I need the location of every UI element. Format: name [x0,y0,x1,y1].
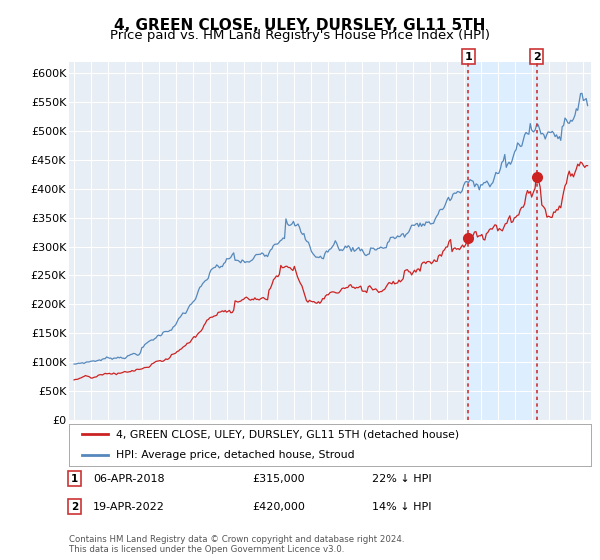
Text: 06-APR-2018: 06-APR-2018 [93,474,164,484]
Text: £315,000: £315,000 [252,474,305,484]
Text: £420,000: £420,000 [252,502,305,512]
Text: 22% ↓ HPI: 22% ↓ HPI [372,474,431,484]
Text: 19-APR-2022: 19-APR-2022 [93,502,165,512]
Text: HPI: Average price, detached house, Stroud: HPI: Average price, detached house, Stro… [116,450,355,460]
Text: 1: 1 [71,474,78,484]
Text: 4, GREEN CLOSE, ULEY, DURSLEY, GL11 5TH: 4, GREEN CLOSE, ULEY, DURSLEY, GL11 5TH [115,18,485,33]
Text: Price paid vs. HM Land Registry's House Price Index (HPI): Price paid vs. HM Land Registry's House … [110,29,490,42]
Text: 4, GREEN CLOSE, ULEY, DURSLEY, GL11 5TH (detached house): 4, GREEN CLOSE, ULEY, DURSLEY, GL11 5TH … [116,430,459,440]
Bar [469,62,537,420]
Text: 2: 2 [71,502,78,512]
Text: Contains HM Land Registry data © Crown copyright and database right 2024.
This d: Contains HM Land Registry data © Crown c… [69,535,404,554]
Text: 1: 1 [464,52,472,62]
Text: 14% ↓ HPI: 14% ↓ HPI [372,502,431,512]
Text: 2: 2 [533,52,541,62]
